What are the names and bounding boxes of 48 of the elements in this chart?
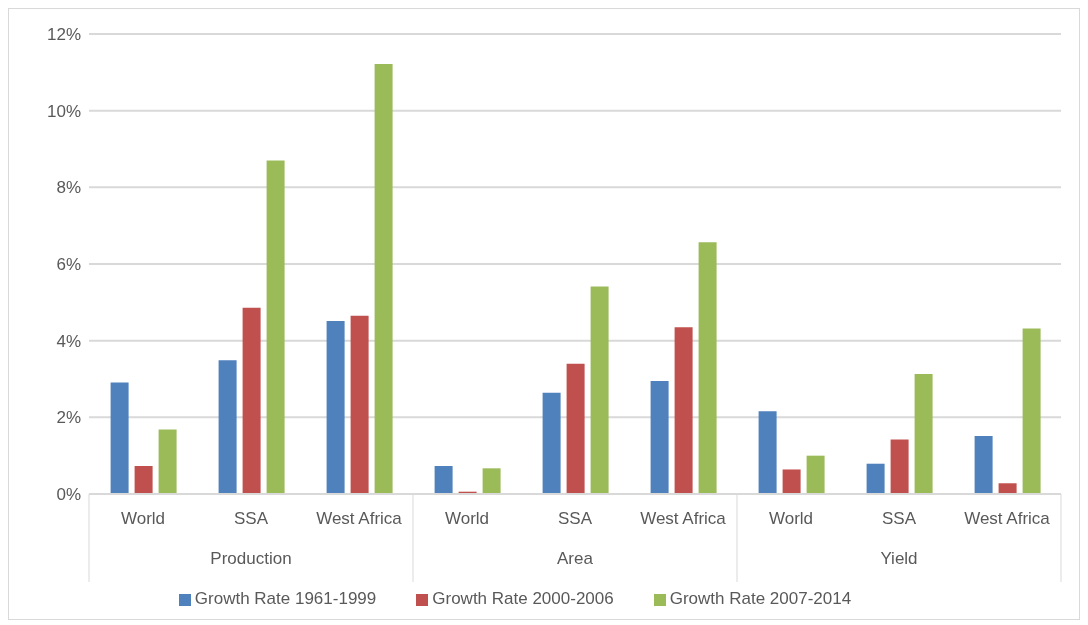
bar: [218, 360, 237, 494]
x-tick-label: West Africa: [964, 509, 1051, 528]
legend-label: Growth Rate 1961-1999: [194, 589, 377, 608]
y-tick-label: 6%: [56, 255, 81, 275]
x-tick-label: SSA: [881, 509, 917, 528]
x-tick-label: SSA: [233, 509, 269, 528]
x-tick-label: SSA: [557, 509, 593, 528]
bar: [242, 307, 261, 494]
bar: [914, 374, 933, 494]
y-tick-label: 2%: [56, 408, 81, 428]
bar: [350, 315, 369, 494]
bar: [134, 466, 153, 494]
bar: [998, 483, 1017, 494]
text: Production: [210, 549, 292, 568]
bar: [806, 455, 825, 494]
bar: [434, 466, 453, 494]
x-tick-label: West Africa: [316, 509, 403, 528]
bar: [158, 429, 177, 494]
bar: [266, 160, 285, 494]
bar: [590, 286, 609, 494]
y-tick-label: 10%: [46, 101, 81, 121]
y-tick-label: 4%: [56, 331, 81, 351]
bar: [1022, 328, 1041, 494]
bar: [566, 363, 585, 494]
x-tick-label: World: [768, 509, 814, 528]
bar: [326, 321, 345, 494]
bar: [674, 327, 693, 494]
bar: [866, 463, 885, 494]
x-tick-label: West Africa: [640, 509, 727, 528]
bar: [974, 436, 993, 494]
bar: [758, 411, 777, 494]
y-tick-label: 12%: [46, 25, 81, 45]
bar: [650, 380, 669, 494]
text: Yield: [880, 549, 918, 568]
x-tick-label: World: [444, 509, 490, 528]
bar: [374, 63, 393, 494]
bar: [890, 439, 909, 494]
bar: [482, 468, 501, 494]
bar: [698, 242, 717, 494]
text: Area: [557, 549, 594, 568]
bar: [110, 382, 129, 494]
legend-label: Growth Rate 2000-2006: [432, 589, 614, 608]
y-tick-label: 8%: [56, 178, 81, 198]
x-tick-label: World: [120, 509, 166, 528]
y-tick-label: 0%: [56, 485, 81, 505]
bar: [542, 392, 561, 494]
bar: [782, 469, 801, 494]
legend-label: Growth Rate 2007-2014: [669, 589, 852, 608]
